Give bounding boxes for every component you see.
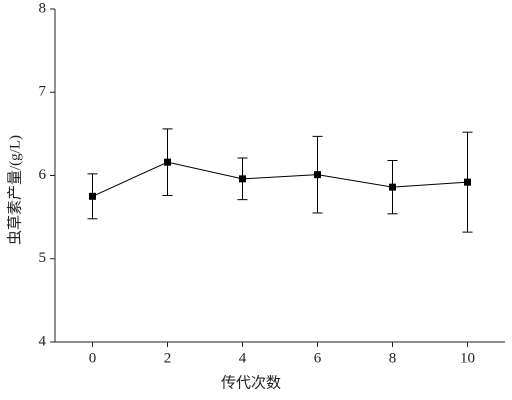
x-axis-label: 传代次数 [221,374,281,391]
y-tick-label: 7 [39,84,47,100]
x-tick-label: 0 [89,350,97,366]
point [314,171,321,179]
y-tick-label: 5 [39,250,47,266]
x-tick-label: 4 [239,350,247,366]
y-tick-label: 6 [39,167,47,183]
point [239,175,246,183]
point [389,183,396,191]
point [164,158,171,166]
x-tick-label: 6 [314,350,322,366]
y-axis-label: 虫草素产量/(g/L) [6,135,23,245]
y-tick-label: 8 [39,0,47,16]
x-tick-label: 10 [460,350,475,366]
point [464,178,471,186]
x-tick-label: 2 [164,350,172,366]
x-tick-label: 8 [389,350,397,366]
point [89,192,96,200]
y-tick-label: 4 [39,333,47,349]
data-line [92,161,468,197]
